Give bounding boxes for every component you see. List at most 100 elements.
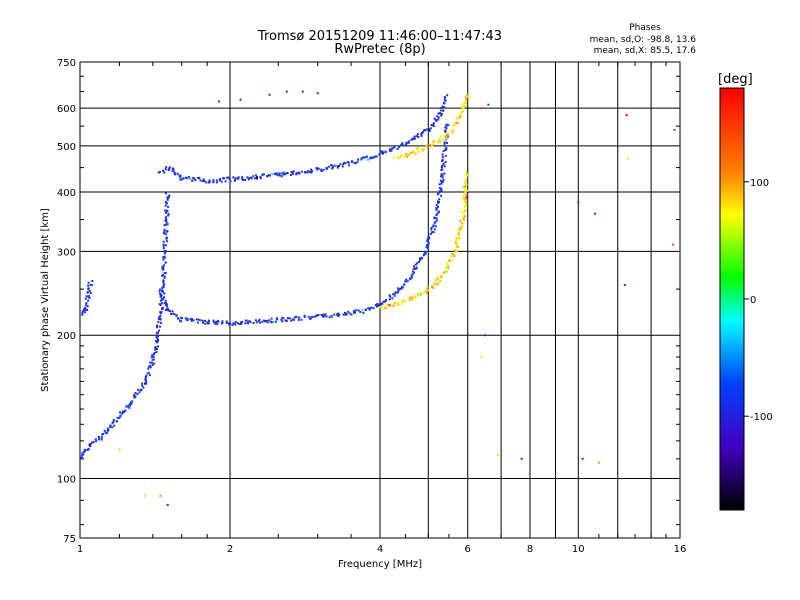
data-point: [425, 291, 428, 294]
data-point: [86, 309, 89, 311]
data-point: [411, 270, 414, 273]
data-point: [432, 140, 435, 143]
data-point: [461, 110, 463, 113]
data-point: [379, 152, 382, 154]
data-point: [158, 290, 161, 293]
data-point: [145, 381, 148, 384]
data-point: [577, 201, 580, 204]
data-point: [309, 317, 312, 320]
data-point: [428, 129, 431, 132]
data-point: [369, 157, 372, 160]
data-point: [215, 179, 218, 182]
data-point: [359, 311, 362, 313]
data-point: [413, 137, 416, 140]
data-point: [160, 302, 163, 305]
data-point: [399, 156, 402, 159]
data-point: [166, 197, 169, 200]
data-point: [208, 179, 211, 182]
data-point: [144, 375, 147, 378]
data-point: [147, 371, 150, 374]
data-point: [339, 163, 342, 166]
x-tick-label: 8: [527, 544, 533, 555]
data-point: [410, 275, 413, 278]
data-point: [356, 160, 359, 163]
data-point: [169, 310, 171, 313]
data-point: [520, 457, 523, 460]
data-point: [83, 308, 85, 311]
data-point: [444, 129, 446, 132]
data-point: [166, 230, 169, 232]
data-point: [138, 391, 141, 394]
data-point: [436, 276, 439, 279]
data-point: [107, 428, 110, 431]
data-point: [348, 164, 351, 167]
data-point: [162, 243, 165, 246]
data-point: [424, 290, 427, 293]
data-point: [147, 367, 150, 370]
data-point: [597, 461, 600, 464]
data-point: [350, 313, 353, 316]
data-point: [186, 317, 189, 320]
data-point: [109, 424, 112, 427]
data-point: [442, 150, 445, 153]
data-point: [90, 284, 93, 287]
data-point: [258, 318, 261, 321]
data-point: [179, 319, 181, 322]
data-point: [181, 317, 183, 320]
data-point: [179, 174, 182, 177]
data-point: [382, 300, 385, 303]
data-point: [161, 297, 164, 300]
data-point: [388, 148, 391, 151]
data-point: [83, 311, 86, 314]
data-point: [215, 321, 218, 323]
data-point: [242, 178, 245, 181]
data-point: [382, 151, 385, 154]
data-point: [424, 252, 427, 255]
data-point: [168, 194, 171, 197]
data-point: [465, 178, 468, 181]
data-point: [268, 319, 271, 322]
data-point: [268, 174, 271, 177]
data-point: [161, 274, 164, 277]
data-point: [168, 166, 171, 169]
data-point: [390, 149, 393, 152]
data-point: [673, 128, 676, 131]
data-point: [201, 180, 204, 183]
data-point: [456, 249, 459, 252]
data-point: [163, 276, 166, 279]
data-point: [412, 150, 415, 153]
data-point: [104, 431, 107, 434]
data-point: [352, 310, 355, 313]
data-point: [461, 211, 464, 214]
data-point: [278, 174, 281, 177]
data-point: [203, 180, 206, 183]
data-point: [435, 219, 438, 222]
data-point: [165, 221, 168, 224]
data-point: [422, 148, 425, 150]
data-point: [161, 306, 164, 309]
data-point: [426, 146, 429, 149]
data-point: [376, 303, 379, 306]
data-point: [464, 215, 467, 218]
x-tick-label: 10: [572, 544, 585, 555]
data-point: [124, 409, 127, 412]
data-point: [163, 292, 166, 295]
data-point: [316, 314, 319, 317]
data-point: [205, 181, 208, 184]
data-point: [282, 171, 285, 174]
y-tick-label: 300: [57, 247, 76, 258]
data-point: [447, 266, 450, 269]
data-point: [435, 119, 438, 122]
data-point: [227, 176, 230, 179]
data-point: [391, 297, 394, 300]
data-point: [167, 196, 170, 199]
data-point: [227, 322, 230, 325]
data-point: [417, 151, 420, 153]
axis-ticks: 1 2 4 6 8 10 16 75 100 200 300 400 500 600 750: [57, 58, 686, 555]
data-point: [301, 170, 304, 173]
data-point: [438, 198, 441, 201]
y-tick-label: 200: [57, 331, 76, 342]
data-point: [344, 311, 346, 314]
data-point: [465, 170, 468, 173]
data-point: [440, 181, 443, 184]
